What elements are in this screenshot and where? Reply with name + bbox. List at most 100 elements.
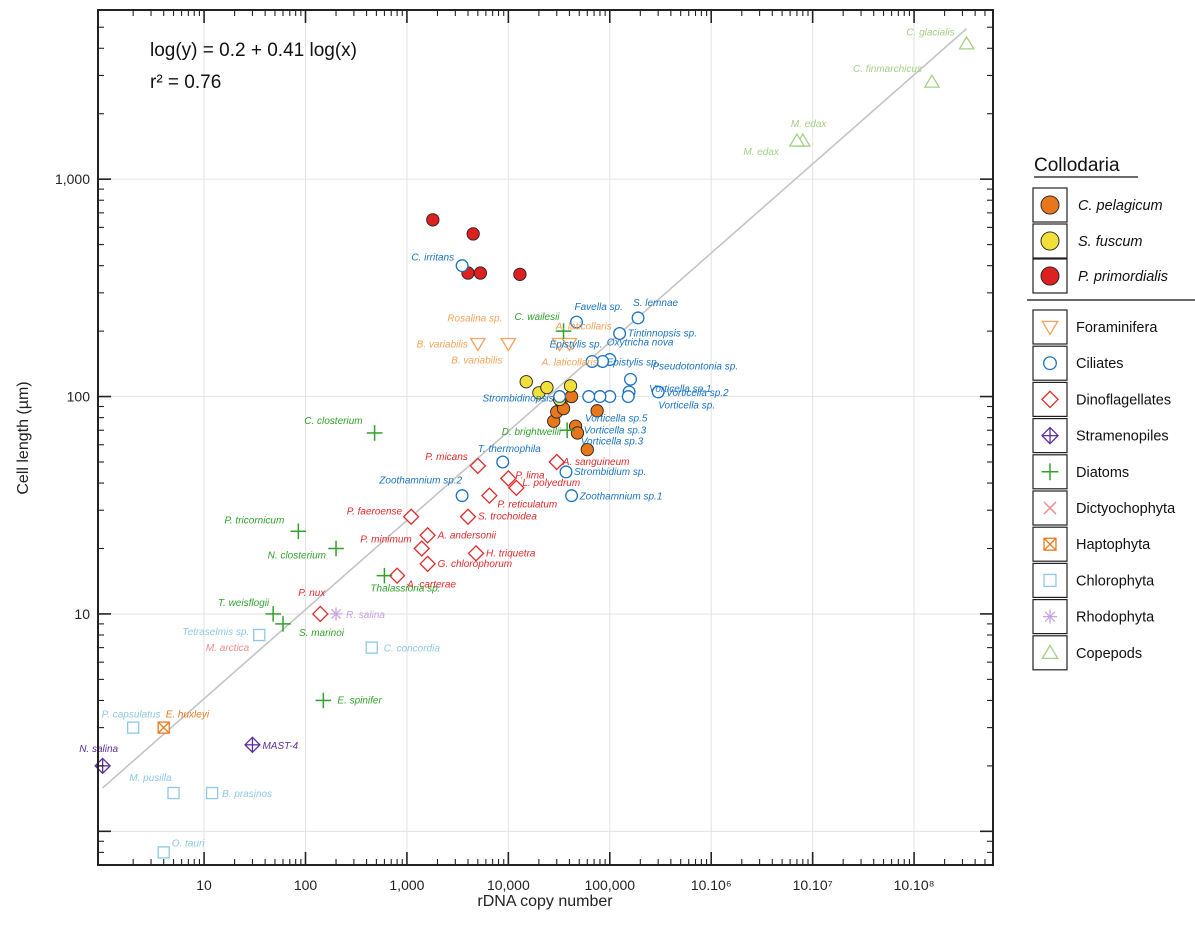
y-tick-label: 1,000 [55,171,90,187]
marker-circle [613,326,627,340]
point-label: C. finmarchicus [853,64,922,75]
point-ciliates [651,385,665,399]
marker-circle [621,390,635,404]
point-haptophyta [157,721,170,734]
point-diatoms [376,567,393,584]
point-dinoflagellates [388,567,406,585]
marker-triangle [1041,644,1059,660]
marker-circle [519,375,533,389]
point-label: M. pusilla [129,773,172,784]
point-ciliates [593,390,607,404]
point-label: C. irritans [411,253,454,264]
point-label: C. glacialis [906,28,954,39]
point-label: Pseudotontonia sp. [652,361,738,372]
data-points [94,35,975,859]
point-ciliates [559,465,573,479]
legend-label: Dictyochophyta [1076,501,1176,517]
point-dinoflagellates [507,479,525,497]
marker-circle [1040,195,1060,215]
marker-circle [585,354,599,368]
point-ciliates [455,259,469,273]
point-s-fuscum [519,375,533,389]
y-tick-label: 10 [74,606,90,622]
point-label: P. nux [298,588,326,599]
marker-triangle [788,132,806,147]
point-diatoms [559,422,575,439]
point-label: L. polyedrum [522,478,580,489]
marker-triangle [561,337,578,352]
marker-circle [559,465,573,479]
legend-item-foraminifera: Foraminifera [1032,309,1158,345]
point-label: P. reticulatum [497,500,557,511]
marker-circle [593,390,607,404]
point-label: P. tricornicum [224,515,284,526]
x-tick-label: 10 [196,877,212,893]
marker-circle [623,372,637,386]
grid-lines [98,10,993,865]
point-foraminifera [551,337,568,352]
point-chlorophyta [167,786,180,800]
point-ciliates [582,390,596,404]
legend-label: Copepods [1076,646,1142,662]
point-chlorophyta [157,846,170,859]
legend-label: Haptophyta [1076,537,1151,553]
legend-item-s-fuscum: S. fuscum [1032,223,1142,259]
point-label: P. micans [425,452,468,463]
plot-frame [97,9,994,866]
point-copepods [958,35,975,50]
point-ciliates [565,489,579,503]
marker-triangle [1041,320,1059,336]
point-label: Zoothamnium sp.2 [378,476,462,487]
point-foraminifera [469,337,487,352]
point-label: E. huxleyi [166,710,210,721]
legend-marker [1040,231,1060,251]
point-label: D. brightwellii [502,427,562,438]
point-label: R. salina [346,610,385,621]
point-label: T. thermophila [478,444,541,455]
point-chlorophyta [205,786,219,800]
marker-triangle [958,35,975,50]
point-label: S. trochoidea [478,512,537,523]
legend-marker [1040,195,1060,215]
point-dinoflagellates [467,544,485,562]
legend-label: P. primordialis [1078,269,1168,285]
point-p-primordialis [513,267,527,281]
point-dinoflagellates [548,453,566,471]
marker-circle [455,259,469,273]
legend-item-ciliates: Ciliates [1032,345,1124,381]
point-label: Strombidinopsis [482,394,553,405]
marker-circle [496,455,510,469]
point-label: Tintinnopsis sp. [628,328,697,339]
x-axis-label: rDNA copy number [477,893,613,910]
point-dinoflagellates [480,487,498,505]
point-ciliates [621,390,635,404]
point-labels: Rosalina sp. B. variabilis B. variabilis A.… [79,28,954,850]
point-ciliates [613,326,627,340]
point-p-primordialis [466,227,480,241]
point-label: Oxytricha nova [607,338,674,349]
point-dinoflagellates [419,526,437,544]
marker-diamond [467,544,485,562]
point-diatoms [328,540,344,557]
y-axis-label: Cell length (µm) [15,381,32,494]
marker-circle [563,379,578,393]
point-label: Vorticella sp. [658,401,715,412]
marker-circle [590,404,604,418]
point-label: Epistylis sp. [550,339,603,350]
point-s-fuscum [563,379,578,393]
legend-label: Rhodophyta [1076,610,1155,626]
point-c-pelagicum [590,404,604,418]
marker-circle [426,213,440,227]
point-p-primordialis [426,213,440,227]
point-label: M. edax [743,147,780,158]
point-label: Favella sp. [575,302,623,313]
legend: Collodaria C. pelagicum S. fuscum P. primo… [1027,155,1195,671]
point-label: G. chlorophorum [438,559,512,570]
point-p-primordialis [473,266,488,280]
marker-circle [580,442,594,457]
legend-item-haptophyta: Haptophyta [1032,526,1151,562]
marker-diamond [311,605,329,623]
point-copepods [788,132,806,147]
point-label: P. faeroense [347,507,403,518]
